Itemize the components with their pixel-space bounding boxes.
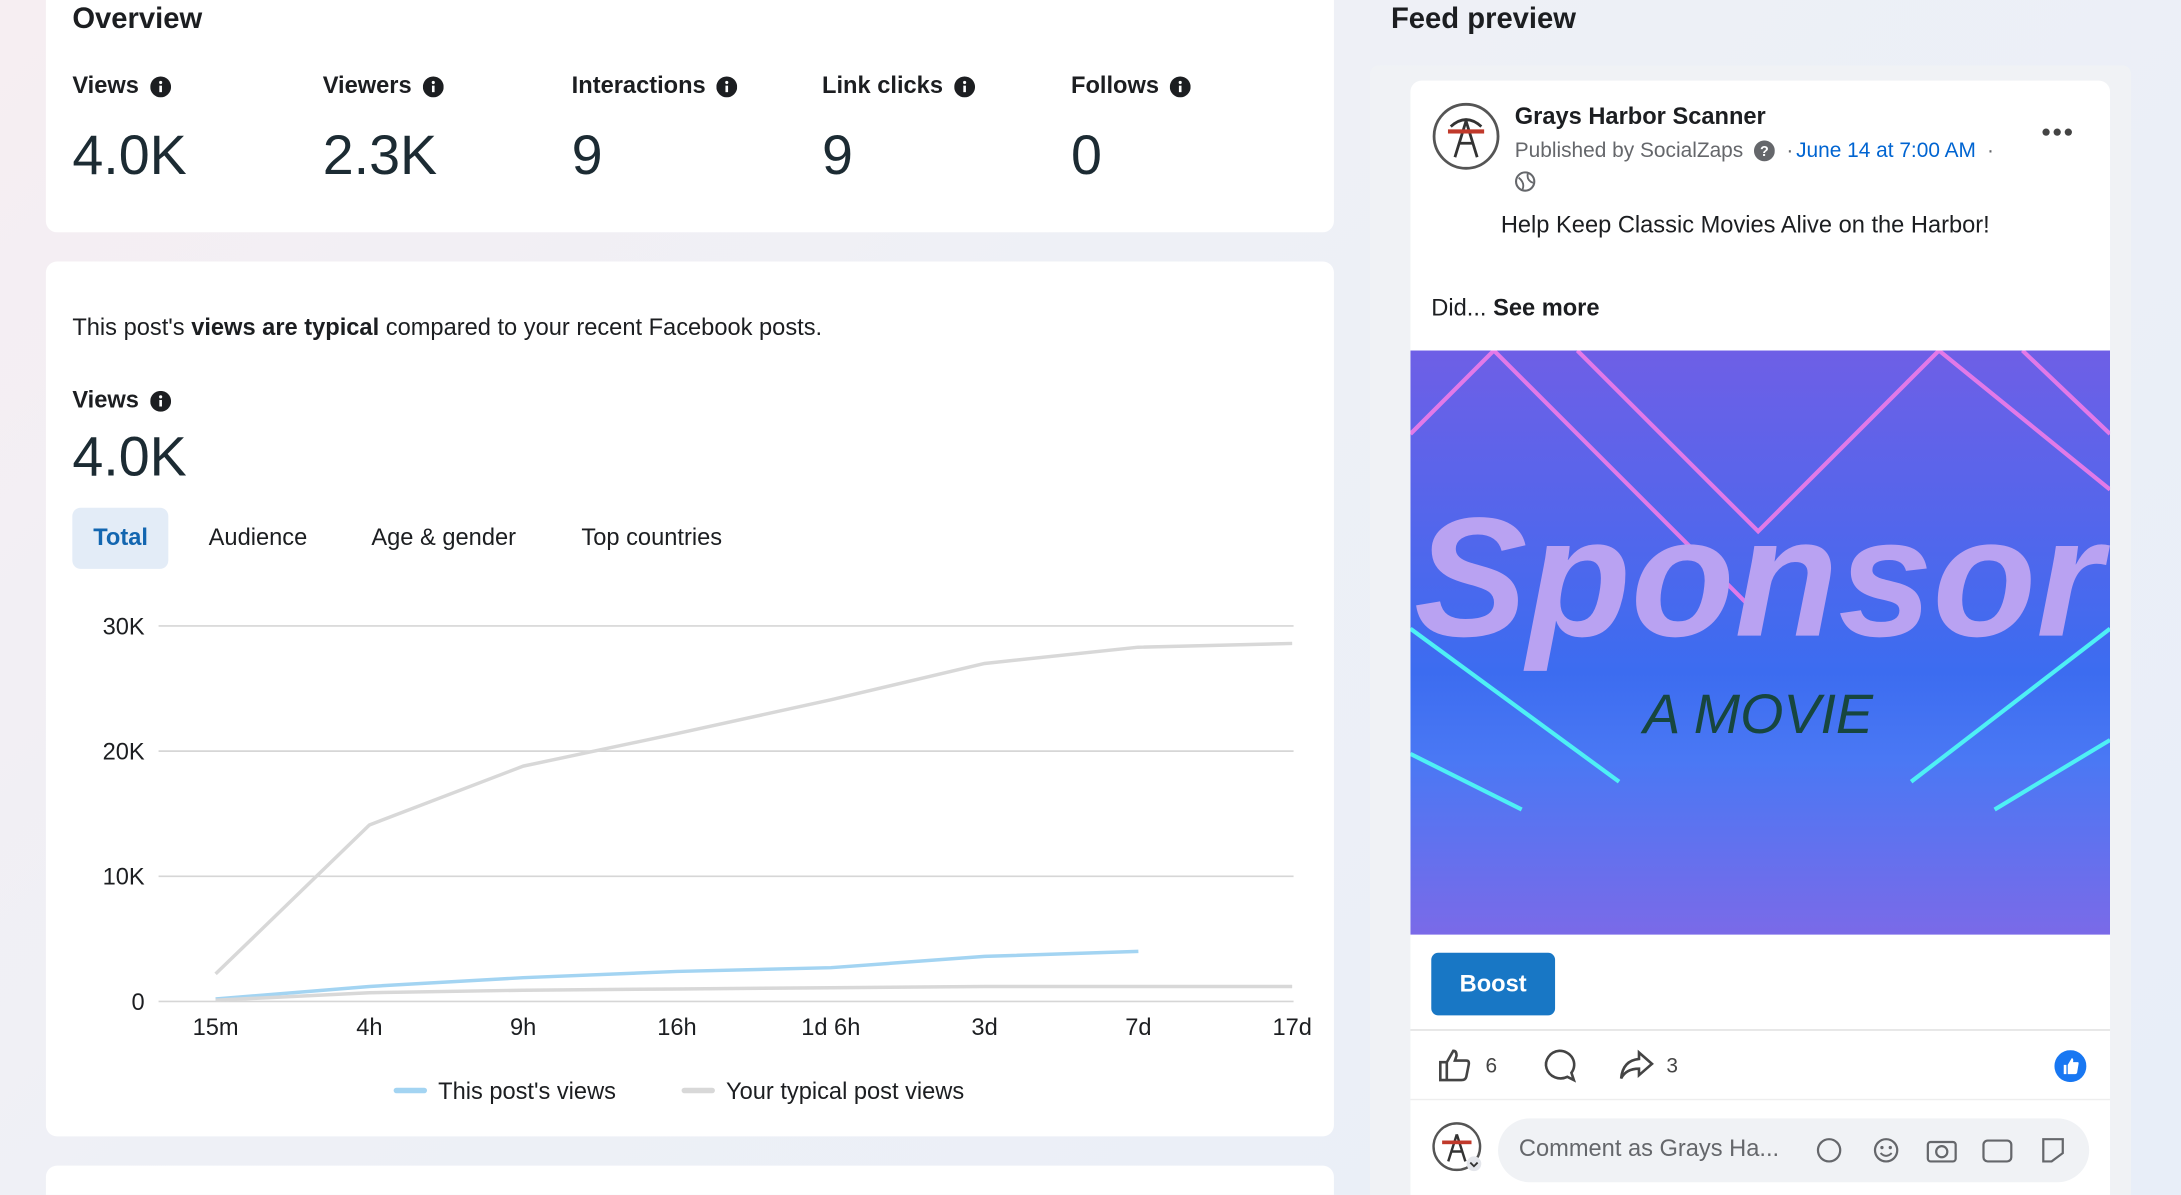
info-icon <box>954 75 975 97</box>
metric-value: 4.0K <box>72 125 187 187</box>
boost-button[interactable]: Boost <box>1431 952 1556 1016</box>
metric-value: 9 <box>822 125 853 187</box>
more-icon[interactable] <box>2039 122 2075 141</box>
like-icon[interactable] <box>1435 1046 1474 1085</box>
metric-label: Viewers <box>322 72 412 99</box>
divider <box>1410 1098 2111 1101</box>
post-date[interactable]: June 14 at 7:00 AM <box>1796 139 1976 163</box>
next-card <box>45 1165 1334 1195</box>
views-value: 4.0K <box>72 427 187 489</box>
metric-label-row: Views <box>72 72 171 100</box>
metric-value: 0 <box>1071 125 1102 187</box>
metric-value: 2.3K <box>322 125 438 187</box>
tab[interactable]: Top countries <box>581 524 723 551</box>
x-tick-label: 17d <box>1272 1015 1311 1041</box>
info-icon <box>1170 75 1192 97</box>
x-tick-label: 15m <box>193 1015 239 1041</box>
range-line <box>214 641 1293 976</box>
page-avatar <box>1432 102 1500 170</box>
tab[interactable]: Age & gender <box>371 524 516 551</box>
post-more: Did... See more <box>1431 295 1599 323</box>
image-title: Sponsor <box>1414 482 2110 672</box>
y-tick-label: 0 <box>132 990 145 1016</box>
comment-tools <box>1816 1138 2064 1163</box>
metric-label: Interactions <box>571 72 706 99</box>
reaction-icon <box>2054 1050 2087 1083</box>
post-text: Help Keep Classic Movies Alive on the Ha… <box>1500 211 1990 238</box>
metric-label: Views <box>72 72 139 99</box>
comment-icon[interactable] <box>1540 1046 1579 1085</box>
like-count: 6 <box>1485 1054 1498 1078</box>
info-icon <box>150 390 171 412</box>
metric-label: Link clicks <box>822 72 943 99</box>
overview-card <box>45 0 1334 233</box>
metric-label-row: Interactions <box>572 72 738 100</box>
image-subtitle: A MOVIE <box>1640 683 1874 745</box>
x-tick-label: 7d <box>1125 1015 1151 1041</box>
y-tick-label: 30K <box>103 614 145 640</box>
views-label-row: Views <box>72 387 171 415</box>
post-meta: Published by SocialZaps? · June 14 at 7:00… <box>1514 139 1994 163</box>
published-by: Published by SocialZaps <box>1514 139 1744 163</box>
page-name[interactable]: Grays Harbor Scanner <box>1514 102 1766 130</box>
metric-label-row: Link clicks <box>822 72 975 100</box>
legend-label: Your typical post views <box>726 1079 964 1105</box>
info-icon <box>422 75 444 97</box>
divider <box>1410 1029 2111 1031</box>
metric-value: 9 <box>571 125 603 187</box>
feed-title: Feed preview <box>1390 2 1577 35</box>
svg-text:?: ? <box>1760 144 1769 160</box>
metric-label-row: Follows <box>1071 72 1192 100</box>
commenter-avatar <box>1432 1122 1482 1172</box>
chart: 0 10K 20K 30K 15m 4h 9h 16h 1d 6h 3d 7d 17d This pos… <box>103 614 1312 1105</box>
tab[interactable]: Total <box>72 507 169 569</box>
share-icon[interactable] <box>1616 1046 1655 1085</box>
x-tick-label: 16h <box>657 1015 696 1041</box>
comment-box[interactable] <box>1498 1118 2090 1183</box>
help-icon: ? <box>1754 140 1776 162</box>
comment-placeholder: Comment as Grays Ha... <box>1518 1135 1780 1162</box>
y-tick-label: 10K <box>103 865 145 891</box>
info-icon <box>150 75 171 97</box>
see-more[interactable]: See more <box>1493 294 1600 322</box>
summary-prefix: This post's <box>72 314 185 341</box>
y-tick-label: 20K <box>103 739 145 765</box>
series-line <box>215 984 1293 1002</box>
summary: This post's views are typical compared t… <box>72 314 822 342</box>
x-tick-label: 4h <box>356 1015 382 1041</box>
summary-emphasis: views are typical <box>191 314 380 341</box>
tab[interactable]: Audience <box>208 524 308 551</box>
metric-label-row: Viewers <box>323 72 444 100</box>
series-line <box>215 949 1139 1001</box>
x-tick-label: 1d 6h <box>801 1015 860 1041</box>
share-count: 3 <box>1666 1054 1678 1078</box>
summary-suffix: compared to your recent Facebook posts. <box>385 314 823 341</box>
views-label: Views <box>72 386 139 414</box>
metric-label: Follows <box>1071 72 1160 99</box>
x-tick-label: 3d <box>971 1015 997 1041</box>
post-image: Sponsor A MOVIE <box>1410 350 2111 935</box>
globe-icon <box>1514 171 1536 192</box>
info-icon <box>716 75 738 97</box>
x-tick-label: 9h <box>510 1015 536 1041</box>
overview-title: Overview <box>72 2 203 35</box>
legend-label: This post's views <box>438 1079 616 1105</box>
truncated-text: Did... <box>1431 294 1487 322</box>
